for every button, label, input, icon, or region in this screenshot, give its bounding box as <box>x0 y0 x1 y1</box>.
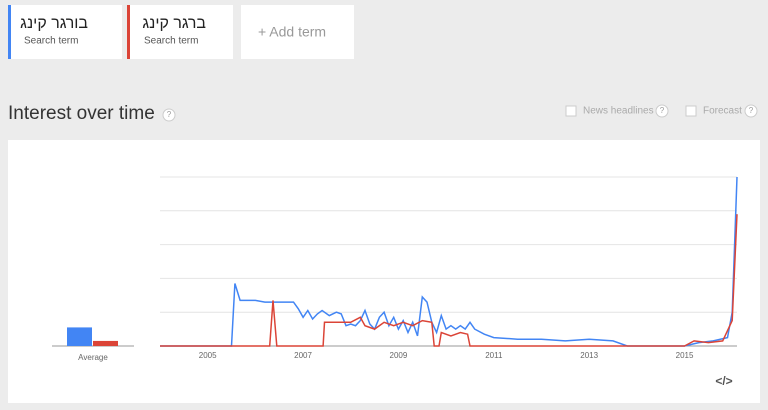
help-text: ? <box>749 106 754 115</box>
series-line <box>160 214 738 347</box>
embed-icon[interactable]: </> <box>715 374 732 388</box>
term-card[interactable] <box>127 5 233 59</box>
help-text: ? <box>660 106 665 115</box>
term-label: ברגר קינג <box>142 15 206 32</box>
help-text: ? <box>167 110 172 119</box>
term-color <box>8 5 11 59</box>
help-icon[interactable] <box>744 104 758 118</box>
x-tick-label: 2007 <box>294 351 312 360</box>
add-term-label[interactable]: + Add term <box>258 24 326 40</box>
x-tick-label: 2015 <box>676 351 694 360</box>
x-tick-label: 2013 <box>580 351 598 360</box>
checkbox[interactable] <box>565 105 577 117</box>
term-card[interactable] <box>8 5 122 59</box>
average-bar <box>93 340 118 346</box>
average-label: Average <box>78 353 108 362</box>
term-color <box>127 5 130 59</box>
option-label[interactable]: Forecast <box>703 106 742 117</box>
term-sublabel: Search term <box>24 36 78 47</box>
option-label[interactable]: News headlines <box>583 106 654 117</box>
x-tick-label: 2011 <box>485 351 503 360</box>
plot: 2005 2007 2009 2011 2013 2015 <box>52 176 738 360</box>
x-tick-label: 2009 <box>390 351 408 360</box>
checkbox[interactable] <box>685 105 697 117</box>
add-term[interactable] <box>241 5 354 59</box>
term-sublabel: Search term <box>144 36 198 47</box>
section-title: Interest over time <box>8 103 155 124</box>
series-line <box>160 176 738 347</box>
average-bar <box>67 327 92 346</box>
help-icon[interactable] <box>162 108 176 122</box>
x-tick-label: 2005 <box>199 351 217 360</box>
chart-panel <box>8 140 760 403</box>
help-icon[interactable] <box>655 104 669 118</box>
term-label: בורגר קינג <box>20 15 88 32</box>
